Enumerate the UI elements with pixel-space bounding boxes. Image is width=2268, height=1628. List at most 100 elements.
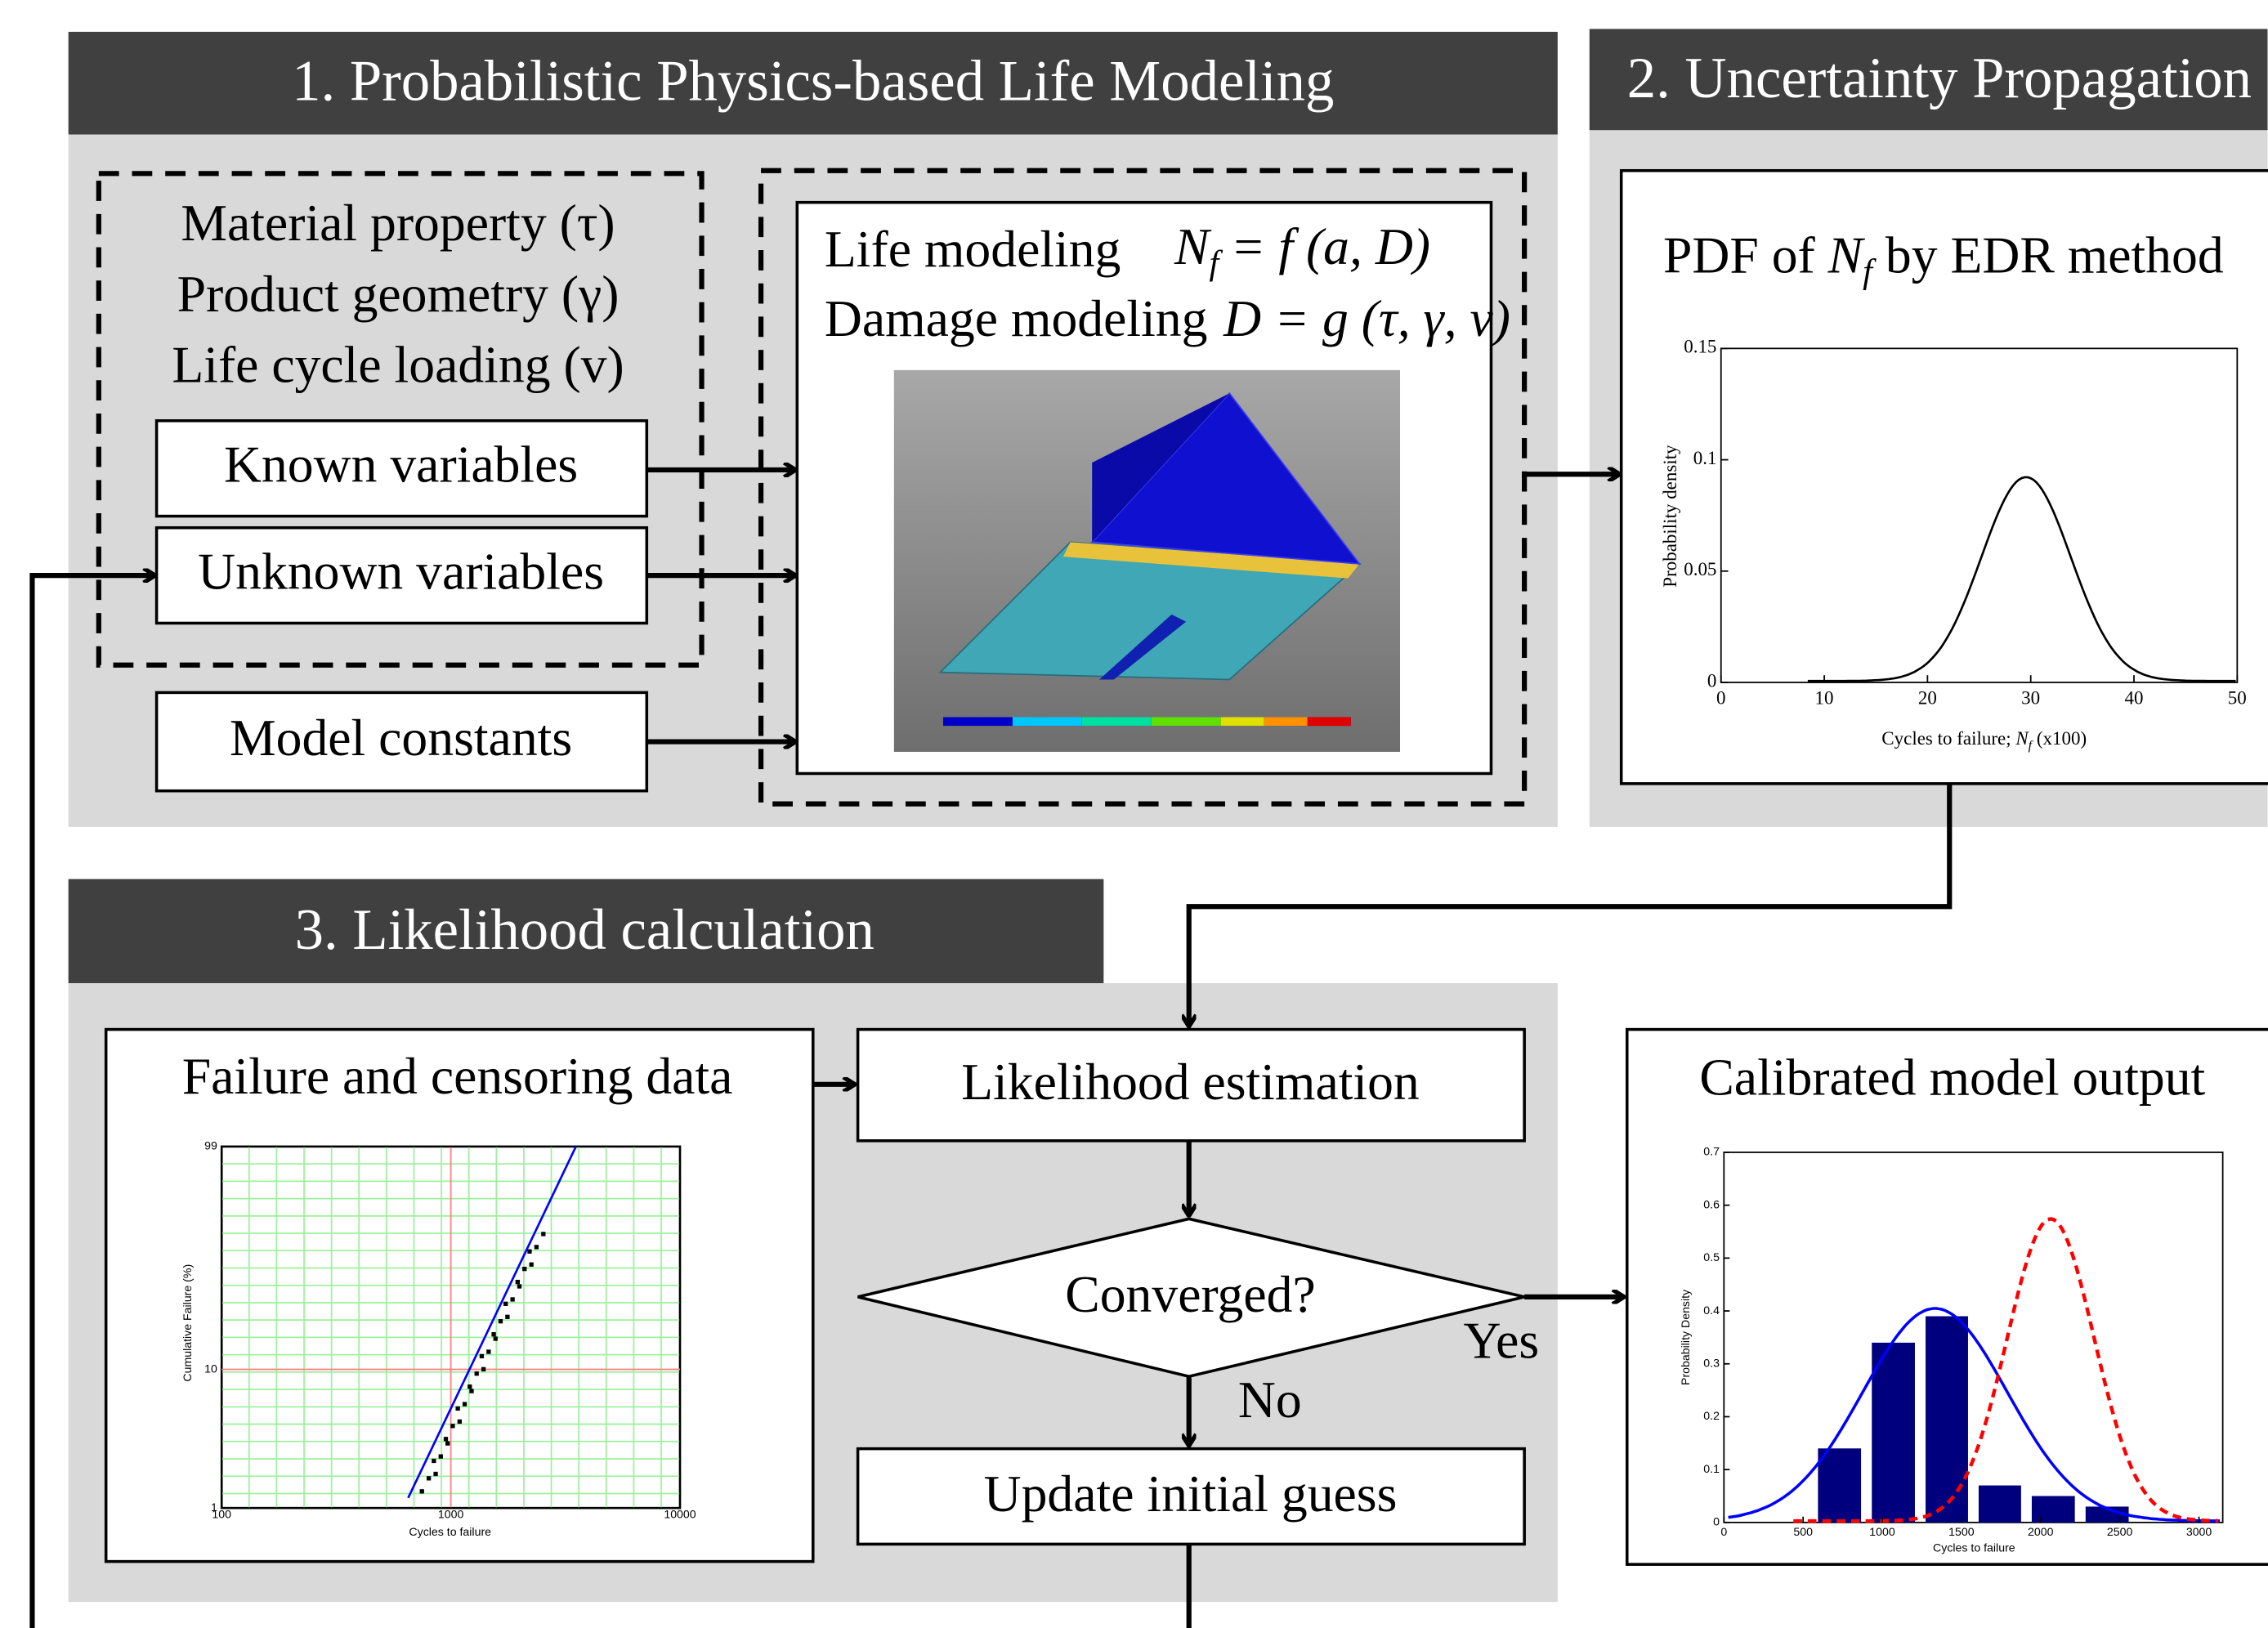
y-tick-label: 0.15 [1684, 337, 1716, 357]
failure-point [516, 1280, 520, 1284]
failure-point [439, 1454, 443, 1458]
x-tick-label: 3000 [2186, 1525, 2212, 1538]
y-axis-label: Probability density [1660, 445, 1680, 588]
fea-image [894, 370, 1400, 752]
y-tick-label: 0.6 [1703, 1197, 1720, 1210]
panel-title: 2. Uncertainty Propagation [1627, 47, 2252, 110]
y-tick-label: 0.5 [1703, 1250, 1720, 1263]
failure-point [445, 1441, 450, 1445]
x-tick-label: 50 [2228, 688, 2247, 709]
label-part: Cycles to failure; [1881, 728, 2015, 749]
input-line: Material property (τ) [181, 194, 615, 252]
model-label: Life modeling [825, 220, 1121, 278]
failure-point [510, 1297, 514, 1301]
output-title: Calibrated model output [1699, 1049, 2205, 1107]
y-tick-label: 1 [211, 1501, 217, 1514]
x-axis-label: Cycles to failure [1933, 1541, 2015, 1554]
formula-part: = f (a, D) [1230, 217, 1430, 275]
y-tick-label: 0.1 [1703, 1462, 1720, 1475]
box-label: Model constants [230, 709, 572, 767]
y-tick-label: 0.05 [1684, 559, 1716, 579]
failure-point [433, 1472, 437, 1476]
y-tick-label: 0.3 [1703, 1356, 1720, 1369]
failure-point [481, 1367, 485, 1371]
y-tick-label: 10 [204, 1362, 217, 1375]
decision-label: Converged? [1065, 1265, 1315, 1323]
y-tick-label: 0.4 [1703, 1304, 1720, 1317]
failure-point [503, 1302, 508, 1306]
y-axis-label: Probability Density [1679, 1289, 1692, 1385]
x-tick-label: 1000 [438, 1508, 464, 1521]
label-part: N [2015, 728, 2029, 749]
x-tick-label: 1000 [1869, 1525, 1895, 1538]
failure-point [491, 1332, 495, 1336]
failure-point [469, 1389, 473, 1393]
formula: D = g (τ, γ, ν) [1223, 289, 1510, 347]
x-tick-label: 10 [1815, 688, 1834, 709]
failure-point [530, 1263, 534, 1267]
x-axis-label: Cycles to failure [409, 1525, 491, 1538]
failure-point [420, 1489, 424, 1493]
diagram: 1. Probabilistic Physics-based Life Mode… [0, 0, 2268, 1628]
formula-part: N [1174, 217, 1212, 275]
title-part: N [1827, 226, 1866, 284]
y-tick-label: 0.1 [1693, 448, 1717, 468]
box-label: Likelihood estimation [961, 1053, 1420, 1111]
x-tick-label: 2500 [2107, 1525, 2133, 1538]
x-tick-label: 0 [1720, 1525, 1727, 1538]
y-tick-label: 99 [204, 1139, 217, 1152]
failure-point [527, 1250, 531, 1254]
x-tick-label: 1500 [1948, 1525, 1975, 1538]
failure-point [517, 1284, 521, 1288]
yes-label: Yes [1464, 1312, 1540, 1370]
y-tick-label: 0 [1713, 1515, 1720, 1528]
y-axis-label: Cumulative Failure (%) [181, 1264, 194, 1382]
page: 1. Probabilistic Physics-based Life Mode… [0, 0, 2268, 1628]
box-label: Update initial guess [984, 1465, 1398, 1523]
box-label: Known variables [224, 436, 578, 494]
x-tick-label: 40 [2125, 688, 2144, 709]
input-line: Life cycle loading (v) [172, 335, 624, 393]
failure-point [535, 1245, 539, 1249]
failure-point [427, 1476, 431, 1480]
failure-point [494, 1336, 498, 1340]
x-tick-label: 30 [2021, 688, 2040, 709]
panel-title: 1. Probabilistic Physics-based Life Mode… [292, 49, 1334, 113]
no-label: No [1238, 1371, 1302, 1429]
bar [1872, 1343, 1915, 1523]
failure-point [480, 1354, 484, 1358]
panel-title: 3. Likelihood calculation [295, 898, 875, 962]
x-tick-label: 20 [1918, 688, 1937, 709]
failure-point [541, 1232, 545, 1236]
box-label: Unknown variables [198, 542, 604, 600]
x-tick-label: 2000 [2028, 1525, 2054, 1538]
model-label: Damage modeling [825, 289, 1208, 347]
failure-point [499, 1319, 503, 1323]
x-tick-label: 0 [1716, 688, 1726, 709]
failure-point [455, 1407, 459, 1411]
pdf-title: PDF of Nf by EDR method [1663, 226, 2224, 291]
title-part: by EDR method [1872, 226, 2224, 284]
failure-point [432, 1459, 436, 1463]
failure-point [458, 1420, 462, 1424]
y-tick-label: 0.7 [1703, 1145, 1720, 1158]
data-title: Failure and censoring data [182, 1047, 733, 1105]
failure-point [475, 1371, 479, 1375]
failure-point [522, 1267, 526, 1271]
y-tick-label: 0.2 [1703, 1409, 1720, 1422]
failure-point [505, 1315, 509, 1319]
bar [2032, 1496, 2075, 1523]
failure-point [450, 1424, 454, 1428]
failure-point [467, 1384, 472, 1389]
title-part: PDF of [1663, 226, 1828, 284]
x-tick-label: 10000 [664, 1508, 696, 1521]
failure-point [486, 1349, 490, 1353]
bar [1926, 1317, 1968, 1523]
failure-point [444, 1437, 448, 1441]
input-line: Product geometry (γ) [177, 265, 620, 323]
label-part: (x100) [2032, 728, 2087, 749]
bar [1979, 1486, 2021, 1523]
x-tick-label: 500 [1793, 1525, 1813, 1538]
y-tick-label: 0 [1707, 670, 1717, 691]
bar [1818, 1448, 1861, 1523]
